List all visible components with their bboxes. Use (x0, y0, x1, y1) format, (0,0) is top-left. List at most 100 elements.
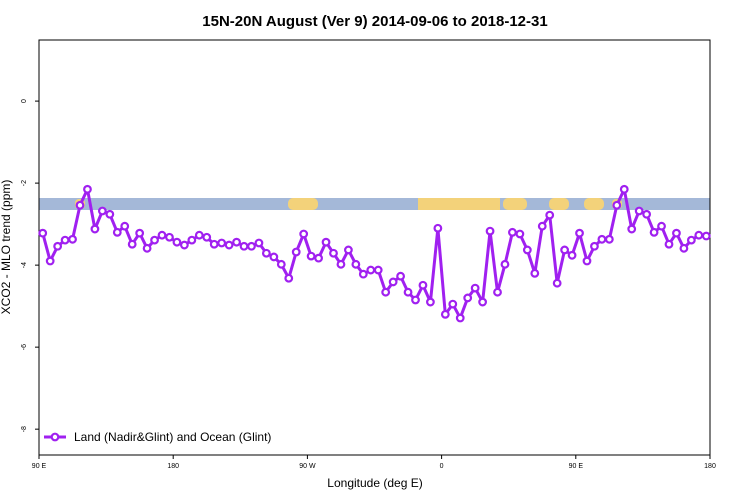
y-tick-label: -4 (21, 262, 28, 268)
point (120, 221, 130, 231)
point (38, 228, 48, 238)
point (373, 265, 383, 275)
point (619, 184, 629, 194)
point (217, 238, 227, 248)
y-tick-label: -6 (21, 344, 28, 350)
point (522, 245, 532, 255)
point (627, 224, 637, 234)
x-tick-label: 180 (704, 463, 716, 470)
legend-label: Land (Nadir&Glint) and Ocean (Glint) (74, 430, 271, 444)
point (127, 239, 137, 249)
point (142, 243, 152, 253)
point (75, 200, 85, 210)
point (321, 237, 331, 247)
point (135, 228, 145, 238)
map-strip (39, 198, 710, 210)
point (590, 241, 599, 251)
point (470, 283, 480, 293)
y-axis-label: XCO2 - MLO trend (ppm) (0, 180, 13, 315)
point (90, 224, 100, 234)
point (150, 235, 159, 245)
point (179, 240, 189, 250)
x-axis-label: Longitude (deg E) (327, 476, 422, 490)
point (194, 230, 204, 240)
point (336, 259, 346, 269)
y-tick-label: -8 (21, 426, 28, 432)
point (344, 245, 353, 255)
point (165, 232, 174, 242)
point (403, 287, 413, 297)
point (314, 253, 323, 263)
point (157, 230, 167, 240)
point (358, 269, 368, 279)
point (448, 299, 458, 309)
point (351, 259, 361, 269)
point (53, 241, 63, 251)
point (254, 238, 264, 248)
point (597, 234, 607, 244)
point (83, 184, 92, 194)
point (694, 230, 704, 240)
point (440, 309, 450, 319)
point (366, 265, 376, 275)
x-tick-label: 180 (167, 463, 179, 470)
point (224, 240, 234, 250)
point (552, 278, 562, 288)
point (306, 251, 316, 261)
y-tick-label: 0 (21, 99, 28, 103)
point (560, 245, 570, 255)
point (284, 273, 294, 283)
point (202, 232, 212, 242)
point (672, 228, 681, 238)
point (701, 231, 711, 241)
x-tick-label: 90 E (569, 463, 584, 470)
point (269, 252, 279, 262)
point (634, 206, 644, 216)
point (60, 235, 70, 245)
x-tick-label: 90 W (299, 463, 316, 470)
point (276, 259, 286, 269)
point (530, 268, 540, 278)
point (112, 227, 122, 237)
point (537, 221, 547, 231)
point (463, 293, 473, 303)
point (485, 226, 495, 236)
point (291, 247, 301, 257)
point (329, 248, 338, 258)
point (105, 209, 115, 219)
point (239, 241, 249, 251)
y-tick-label: -2 (21, 180, 28, 186)
point (411, 295, 420, 305)
point (172, 237, 182, 247)
point (664, 239, 674, 249)
point (686, 235, 696, 245)
point (679, 243, 689, 253)
point (45, 256, 55, 266)
point (515, 229, 525, 239)
point (381, 287, 391, 297)
point (426, 297, 435, 307)
point (433, 223, 443, 233)
point (97, 206, 107, 216)
chart-title: 15N-20N August (Ver 9) 2014-09-06 to 201… (202, 13, 547, 30)
point (299, 229, 309, 239)
point (657, 221, 666, 231)
point (455, 313, 465, 323)
point (567, 250, 577, 260)
point (604, 234, 614, 244)
point (232, 237, 241, 247)
point (209, 239, 219, 249)
point (187, 235, 197, 245)
plot-frame (38, 39, 711, 456)
point (575, 228, 584, 238)
point (247, 241, 256, 251)
x-tick-label: 0 (440, 463, 444, 470)
x-tick-label: 90 E (32, 463, 47, 470)
point (612, 200, 622, 210)
legend-marker (50, 432, 60, 442)
point (261, 248, 271, 258)
point (493, 287, 502, 297)
point (388, 277, 398, 287)
point (396, 271, 405, 281)
